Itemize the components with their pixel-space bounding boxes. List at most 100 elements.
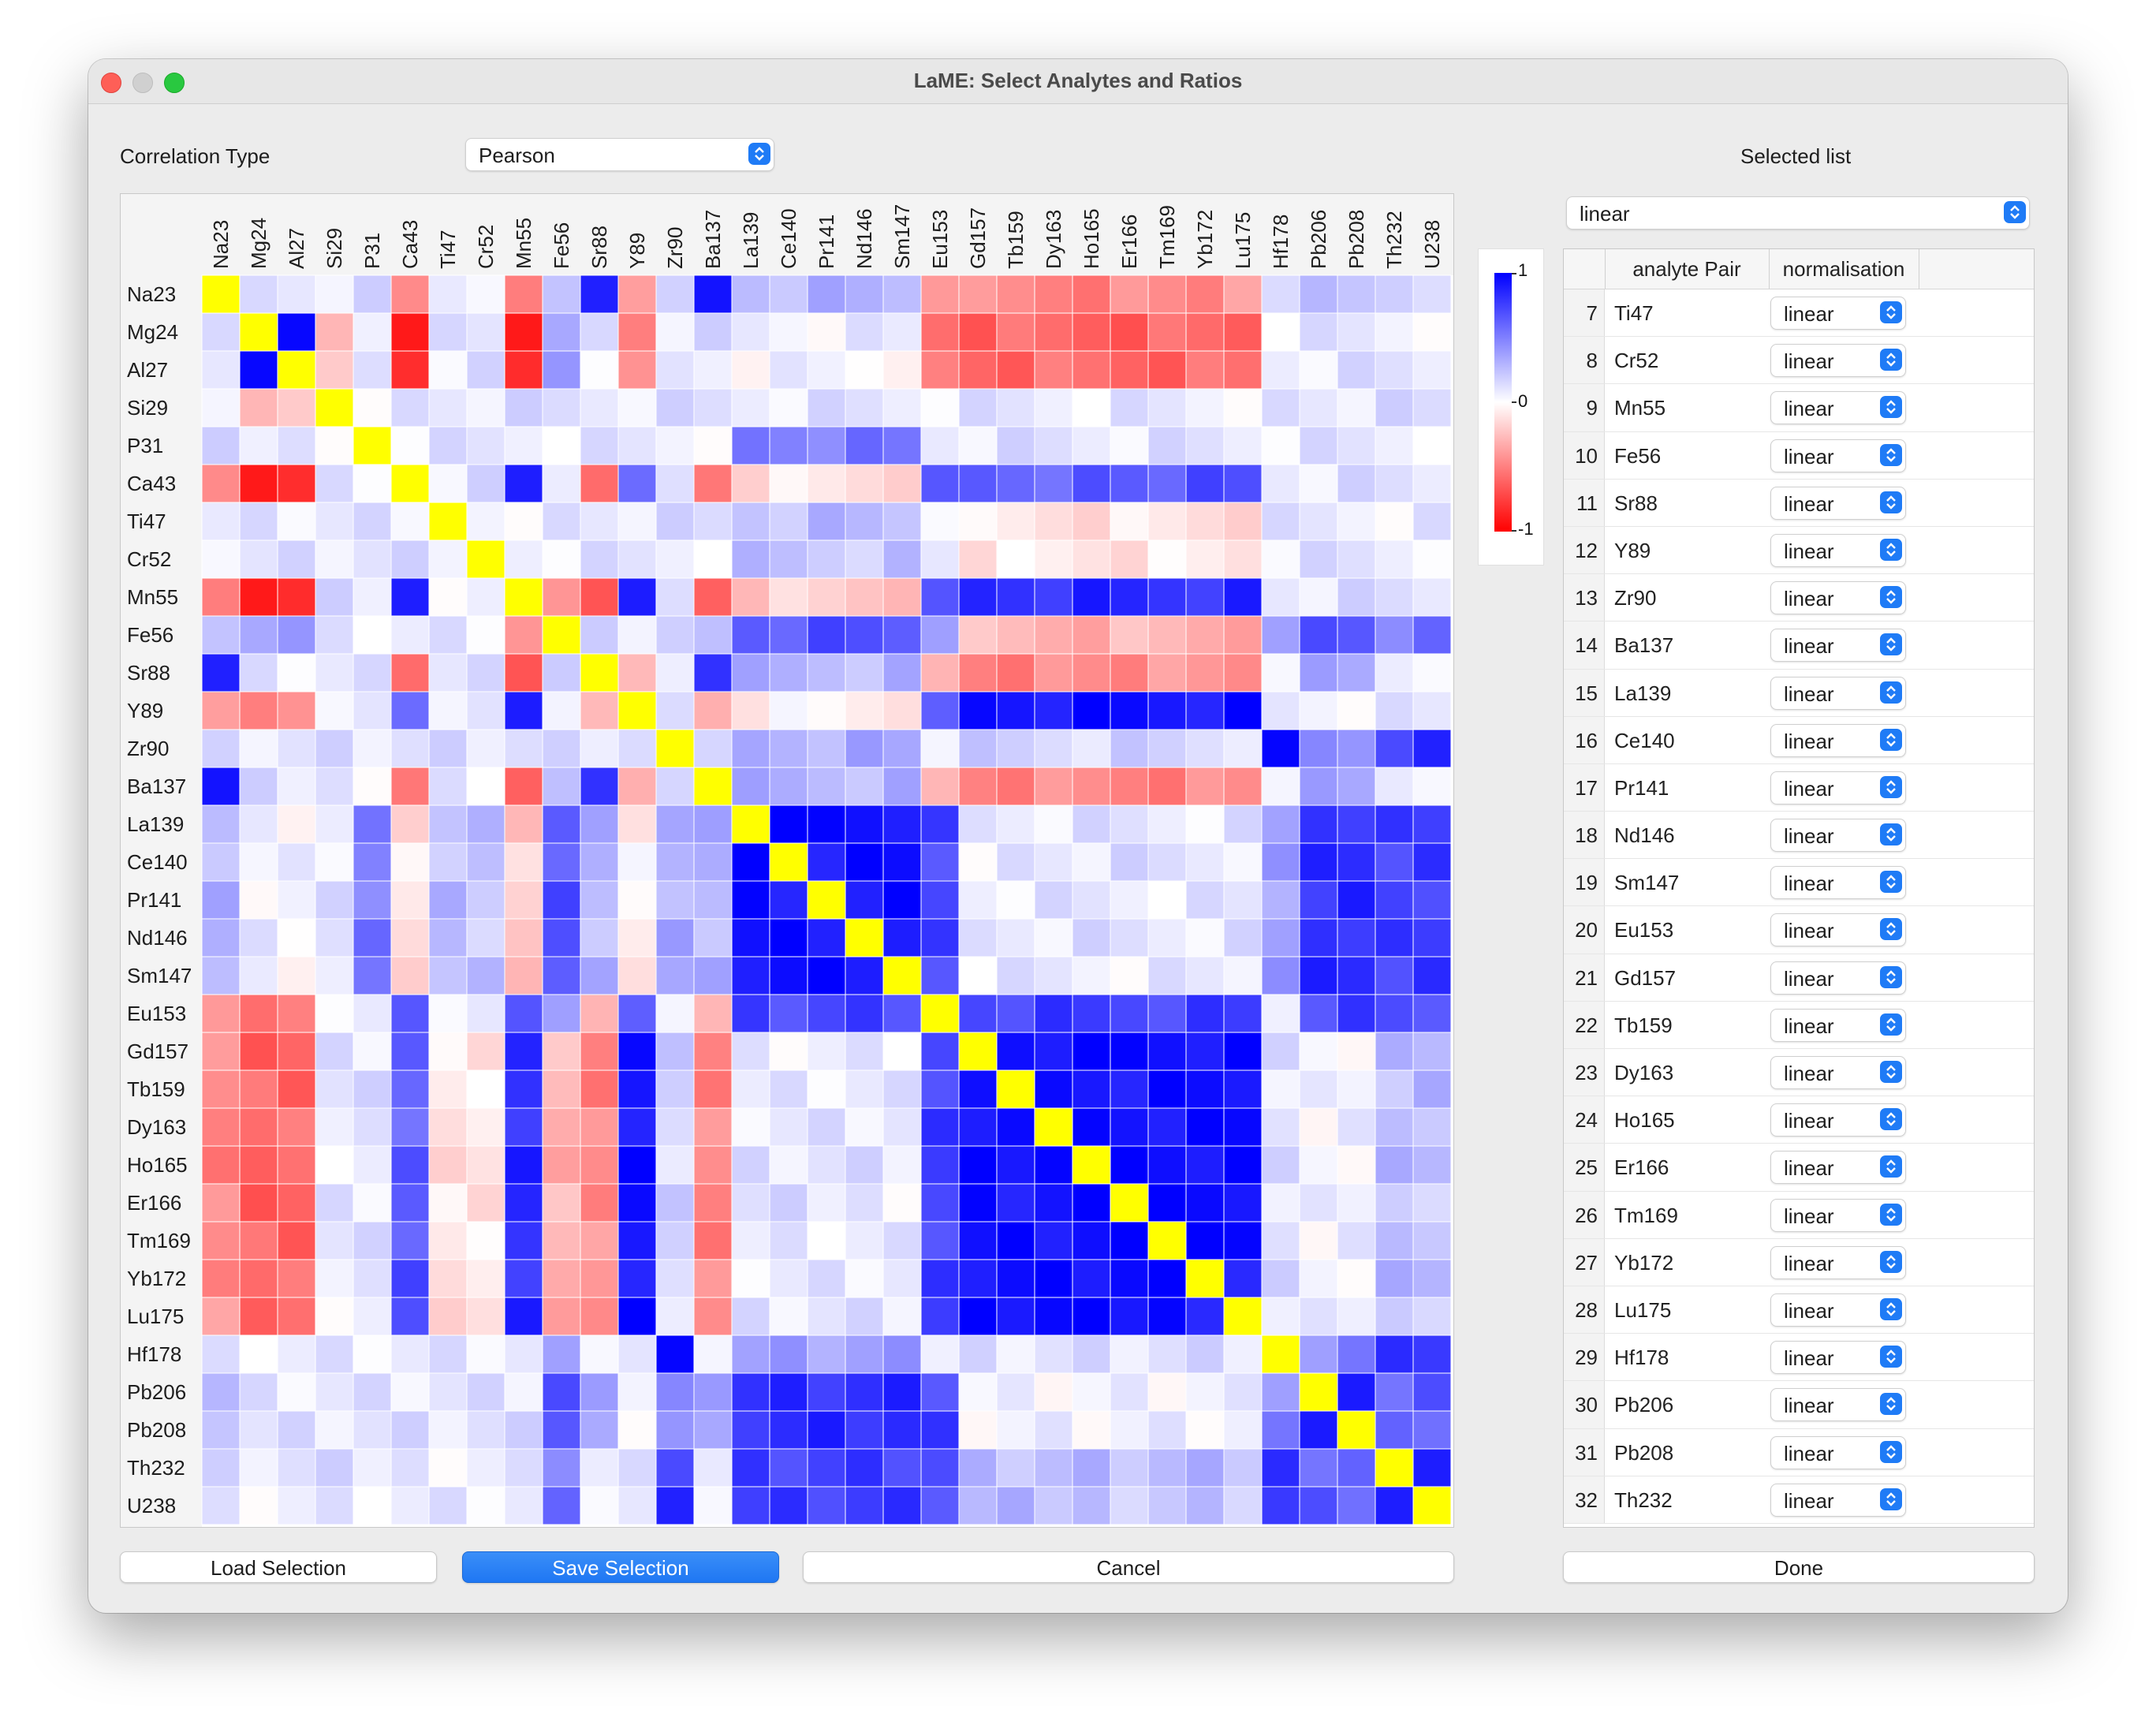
heatmap-cell[interactable]: [731, 426, 770, 465]
heatmap-cell[interactable]: [1072, 994, 1111, 1033]
heatmap-cell[interactable]: [1375, 1145, 1414, 1185]
heatmap-cell[interactable]: [807, 691, 846, 730]
heatmap-cell[interactable]: [769, 767, 808, 806]
heatmap-cell[interactable]: [1034, 767, 1073, 806]
heatmap-cell[interactable]: [693, 464, 733, 503]
heatmap-cell[interactable]: [1147, 804, 1187, 844]
heatmap-cell[interactable]: [655, 1297, 695, 1336]
heatmap-cell[interactable]: [693, 994, 733, 1033]
column-label[interactable]: Ho165: [1080, 208, 1103, 269]
row-label[interactable]: Na23: [127, 282, 176, 306]
column-label[interactable]: Nd146: [852, 208, 876, 269]
heatmap-cell[interactable]: [542, 502, 581, 541]
heatmap-cell[interactable]: [277, 1107, 316, 1147]
heatmap-cell[interactable]: [958, 691, 998, 730]
heatmap-cell[interactable]: [1072, 388, 1111, 427]
heatmap-cell[interactable]: [504, 691, 543, 730]
heatmap-cell[interactable]: [731, 539, 770, 579]
heatmap-cell[interactable]: [1072, 350, 1111, 390]
table-row[interactable]: 19 Sm147 linear: [1564, 859, 2034, 907]
heatmap-cell[interactable]: [352, 615, 392, 655]
heatmap-cell[interactable]: [1375, 729, 1414, 768]
heatmap-cell[interactable]: [655, 1221, 695, 1260]
heatmap-cell[interactable]: [504, 1259, 543, 1298]
heatmap-cell[interactable]: [693, 502, 733, 541]
heatmap-cell[interactable]: [315, 804, 354, 844]
heatmap-cell[interactable]: [1072, 1372, 1111, 1412]
heatmap-cell[interactable]: [1412, 1145, 1452, 1185]
heatmap-cell[interactable]: [807, 274, 846, 314]
heatmap-cell[interactable]: [655, 577, 695, 617]
heatmap-cell[interactable]: [580, 388, 619, 427]
heatmap-cell[interactable]: [996, 1448, 1035, 1488]
heatmap-cell[interactable]: [390, 1107, 430, 1147]
heatmap-cell[interactable]: [428, 804, 468, 844]
heatmap-cell[interactable]: [352, 994, 392, 1033]
heatmap-cell[interactable]: [1375, 274, 1414, 314]
heatmap-cell[interactable]: [882, 1069, 922, 1109]
heatmap-cell[interactable]: [1412, 615, 1452, 655]
heatmap-cell[interactable]: [693, 804, 733, 844]
heatmap-cell[interactable]: [1110, 994, 1149, 1033]
table-row[interactable]: 25 Er166 linear: [1564, 1144, 2034, 1192]
heatmap-cell[interactable]: [542, 1372, 581, 1412]
heatmap-cell[interactable]: [845, 994, 884, 1033]
heatmap-cell[interactable]: [1110, 653, 1149, 692]
heatmap-cell[interactable]: [731, 1259, 770, 1298]
heatmap-cell[interactable]: [807, 1448, 846, 1488]
heatmap-cell[interactable]: [958, 1297, 998, 1336]
normalisation-select[interactable]: linear: [1770, 771, 1906, 804]
heatmap-cell[interactable]: [542, 312, 581, 352]
heatmap-cell[interactable]: [201, 767, 241, 806]
heatmap-cell[interactable]: [1185, 1259, 1225, 1298]
heatmap-cell[interactable]: [1185, 804, 1225, 844]
heatmap-cell[interactable]: [1375, 918, 1414, 957]
heatmap-cell[interactable]: [882, 918, 922, 957]
heatmap-cell[interactable]: [731, 350, 770, 390]
heatmap-cell[interactable]: [542, 767, 581, 806]
heatmap-cell[interactable]: [1185, 502, 1225, 541]
heatmap-cell[interactable]: [390, 1410, 430, 1450]
heatmap-cell[interactable]: [428, 1032, 468, 1071]
heatmap-cell[interactable]: [1412, 880, 1452, 920]
heatmap-cell[interactable]: [958, 1334, 998, 1374]
heatmap-cell[interactable]: [920, 1486, 960, 1525]
heatmap-cell[interactable]: [882, 956, 922, 995]
heatmap-cell[interactable]: [1223, 577, 1263, 617]
heatmap-cell[interactable]: [693, 577, 733, 617]
normalisation-select[interactable]: linear: [1770, 1293, 1906, 1327]
heatmap-cell[interactable]: [1185, 464, 1225, 503]
heatmap-cell[interactable]: [504, 1410, 543, 1450]
heatmap-cell[interactable]: [1072, 1448, 1111, 1488]
heatmap-cell[interactable]: [996, 312, 1035, 352]
heatmap-cell[interactable]: [1072, 880, 1111, 920]
heatmap-cell[interactable]: [617, 502, 657, 541]
heatmap-cell[interactable]: [201, 880, 241, 920]
heatmap-cell[interactable]: [845, 577, 884, 617]
heatmap-cell[interactable]: [920, 1448, 960, 1488]
heatmap-cell[interactable]: [845, 729, 884, 768]
heatmap-cell[interactable]: [1375, 312, 1414, 352]
heatmap-cell[interactable]: [996, 767, 1035, 806]
heatmap-cell[interactable]: [769, 956, 808, 995]
heatmap-cell[interactable]: [958, 653, 998, 692]
heatmap-cell[interactable]: [1072, 653, 1111, 692]
heatmap-cell[interactable]: [390, 539, 430, 579]
heatmap-cell[interactable]: [201, 1221, 241, 1260]
heatmap-cell[interactable]: [239, 1486, 278, 1525]
heatmap-cell[interactable]: [1110, 804, 1149, 844]
heatmap-cell[interactable]: [1261, 426, 1300, 465]
heatmap-cell[interactable]: [1223, 1069, 1263, 1109]
heatmap-cell[interactable]: [1185, 1145, 1225, 1185]
heatmap-cell[interactable]: [1261, 1334, 1300, 1374]
heatmap-cell[interactable]: [693, 1372, 733, 1412]
heatmap-cell[interactable]: [655, 502, 695, 541]
heatmap-cell[interactable]: [390, 464, 430, 503]
heatmap-cell[interactable]: [693, 729, 733, 768]
heatmap-cell[interactable]: [882, 1259, 922, 1298]
heatmap-cell[interactable]: [1034, 1448, 1073, 1488]
heatmap-cell[interactable]: [580, 274, 619, 314]
heatmap-cell[interactable]: [769, 1069, 808, 1109]
heatmap-cell[interactable]: [1337, 1486, 1376, 1525]
heatmap-cell[interactable]: [239, 615, 278, 655]
